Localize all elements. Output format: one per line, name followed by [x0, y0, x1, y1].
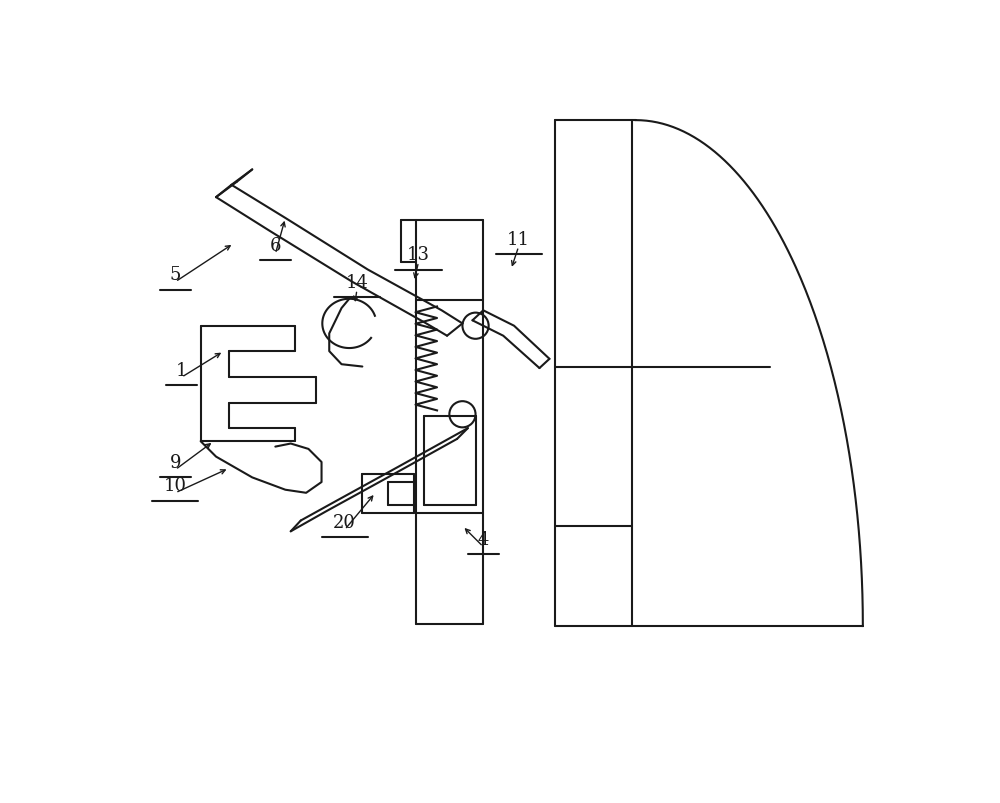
Text: 20: 20: [333, 513, 356, 532]
Text: 4: 4: [478, 530, 489, 548]
Text: 5: 5: [170, 266, 181, 283]
Text: 10: 10: [164, 476, 187, 495]
Text: 1: 1: [176, 361, 187, 379]
Text: 11: 11: [507, 230, 530, 248]
Text: 13: 13: [407, 246, 430, 263]
Text: 14: 14: [346, 274, 368, 291]
Text: 6: 6: [270, 237, 281, 255]
Text: 9: 9: [169, 454, 181, 471]
